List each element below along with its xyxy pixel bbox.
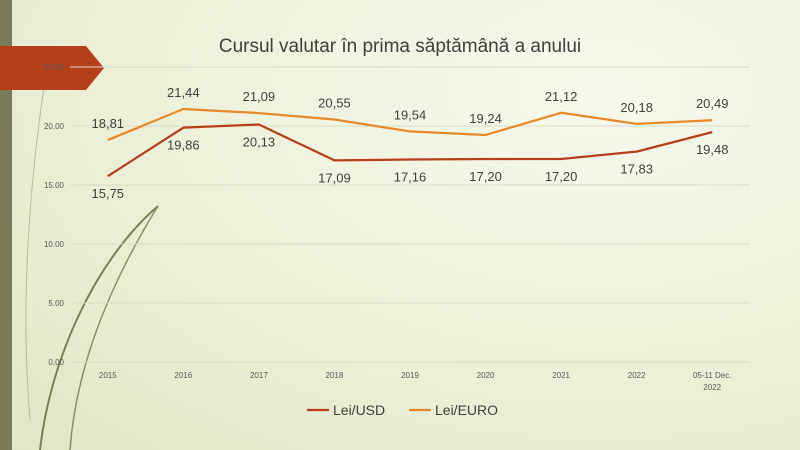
x-tick-label: 2019 [401,371,419,380]
data-label: 21,44 [167,85,200,100]
y-tick-label: 15.00 [44,181,65,190]
data-label: 17,09 [318,170,351,185]
legend-label: Lei/EURO [435,402,498,418]
y-tick-label: 0.00 [48,358,64,367]
data-label: 21,09 [243,89,276,104]
data-label: 17,20 [545,169,578,184]
x-tick-label: 2022 [628,371,646,380]
series-line-lei-euro [107,107,713,142]
data-label: 19,86 [167,138,200,153]
y-axis-ticks: 0.00 5.00 10.00 15.00 20.00 25.00 [44,63,65,367]
series-line-lei-usd [107,123,713,178]
title-ribbon-arrow [0,46,104,90]
data-label: 15,75 [92,186,125,201]
x-axis-ticks: 2015 2016 2017 2018 2019 2020 2021 2022 05-11 De… [99,371,732,392]
series-lines [107,107,713,178]
data-label: 20,55 [318,96,351,111]
data-label: 17,20 [469,169,502,184]
data-label: 21,12 [545,89,578,104]
data-label: 19,54 [394,107,427,122]
x-tick-label: 2020 [477,371,495,380]
data-label: 18,81 [92,116,125,131]
data-label: 19,48 [696,142,729,157]
y-tick-label: 5.00 [48,299,64,308]
y-tick-label: 20.00 [44,122,65,131]
gridlines [70,66,750,363]
decorative-curves [25,79,159,450]
x-tick-label: 2015 [99,371,117,380]
chart-legend: Lei/USD Lei/EURO [307,402,498,418]
y-tick-label: 10.00 [44,240,65,249]
data-label: 20,13 [243,134,276,149]
chart-title: Cursul valutar în prima săptămână a anul… [219,36,581,57]
data-label: 17,83 [620,162,653,177]
data-label: 19,24 [469,111,502,126]
y-tick-label: 25.00 [44,63,65,72]
slide-side-bar [0,0,12,450]
data-label: 17,16 [394,170,427,185]
data-labels: 15,75 19,86 20,13 17,09 17,16 17,20 17,20 17,83… [92,85,729,201]
legend-label: Lei/USD [333,402,385,418]
x-tick-label: 2016 [174,371,192,380]
x-tick-label: 2021 [552,371,570,380]
data-label: 20,49 [696,96,729,111]
x-tick-label: 2017 [250,371,268,380]
x-tick-label: 05-11 Dec. 2022 [693,371,732,392]
x-tick-label: 2018 [326,371,344,380]
data-label: 20,18 [620,100,653,115]
